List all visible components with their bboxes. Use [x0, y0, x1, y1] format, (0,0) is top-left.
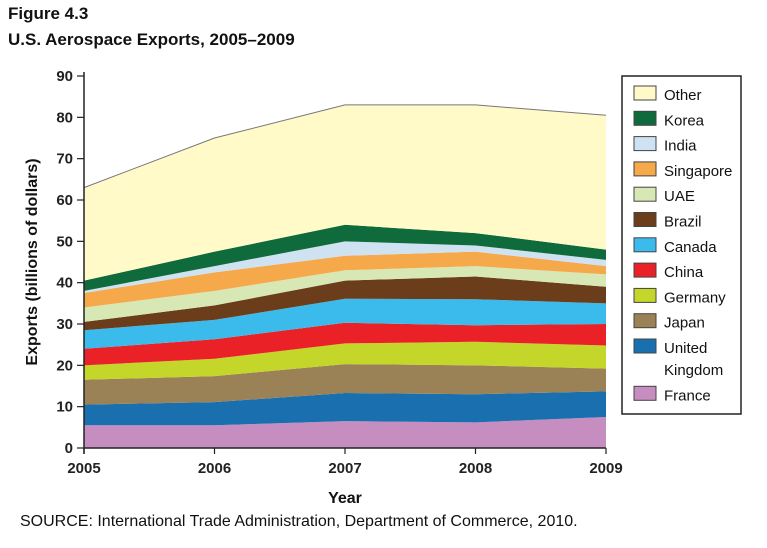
legend-swatch-singapore [633, 161, 657, 177]
x-tick-label: 2007 [328, 460, 361, 477]
legend-label-brazil: Brazil [664, 214, 702, 231]
legend-swatch-other [633, 85, 657, 101]
legend-swatch-uae [633, 186, 657, 202]
chart-axes: 0 10 20 30 40 50 60 70 80 90 2005 2006 2007 2008 2009 Y… [24, 68, 623, 507]
area-brazil [84, 276, 606, 331]
x-tick-label: 2008 [459, 460, 492, 477]
area-india [84, 241, 606, 293]
legend-label-line: Kingdom [664, 362, 723, 379]
chart-legend: Other Korea India Singapore UAE Brazil Canada C… [621, 75, 742, 415]
area-germany [84, 341, 606, 380]
legend-label-china: China [664, 264, 704, 281]
y-tick-label: 40 [56, 275, 73, 292]
chart-areas [83, 104, 607, 448]
area-uae [84, 266, 606, 322]
area-united-kingdom [84, 391, 606, 426]
legend-label-germany: Germany [664, 289, 726, 306]
area-japan [84, 364, 606, 405]
area-other [84, 104, 606, 281]
y-tick-label: 60 [56, 192, 73, 209]
legend-label-canada: Canada [664, 239, 717, 256]
area-singapore [84, 251, 606, 308]
legend-label-uae: UAE [664, 188, 695, 205]
x-tick-label: 2009 [589, 460, 622, 477]
y-tick-label: 80 [56, 109, 73, 126]
y-tick-label: 70 [56, 151, 73, 168]
legend-label-india: India [664, 138, 697, 155]
legend-swatch-canada [633, 237, 657, 253]
legend-swatch-germany [633, 287, 657, 303]
y-tick-label: 0 [65, 440, 73, 457]
legend-swatch-brazil [633, 212, 657, 227]
legend-label-japan: Japan [664, 315, 705, 332]
y-axis-title: Exports (billions of dollars) [24, 158, 41, 365]
legend-label-line: United [664, 340, 707, 357]
legend-label-other: Other [664, 87, 702, 104]
legend-swatch-india [633, 136, 657, 152]
y-tick-label: 50 [56, 233, 73, 250]
x-tick-label: 2005 [67, 460, 100, 477]
figure-title: U.S. Aerospace Exports, 2005–2009 [8, 30, 295, 49]
legend-swatch-united-kingdom [633, 338, 657, 354]
legend-swatch-china [633, 262, 657, 278]
legend-label-singapore: Singapore [664, 163, 732, 180]
x-axis-title: Year [328, 490, 362, 507]
legend-label-korea: Korea [664, 112, 705, 129]
x-tick-label: 2006 [198, 460, 231, 477]
legend-swatch-france [633, 385, 657, 401]
legend-label-france: France [664, 387, 711, 404]
y-tick-label: 30 [56, 316, 73, 333]
y-tick-label: 90 [56, 68, 73, 85]
stack-top-line [83, 104, 607, 189]
area-canada [84, 298, 606, 349]
area-korea [84, 224, 606, 291]
source-note: SOURCE: International Trade Administrati… [20, 513, 578, 530]
area-china [84, 322, 606, 366]
area-france [84, 417, 606, 448]
y-tick-label: 20 [56, 357, 73, 374]
legend-swatch-japan [633, 313, 657, 329]
y-tick-label: 10 [56, 399, 73, 416]
legend-label-united-kingdom: United Kingdom [664, 340, 723, 379]
legend-swatch-korea [633, 110, 657, 126]
figure-label: Figure 4.3 [8, 4, 89, 23]
